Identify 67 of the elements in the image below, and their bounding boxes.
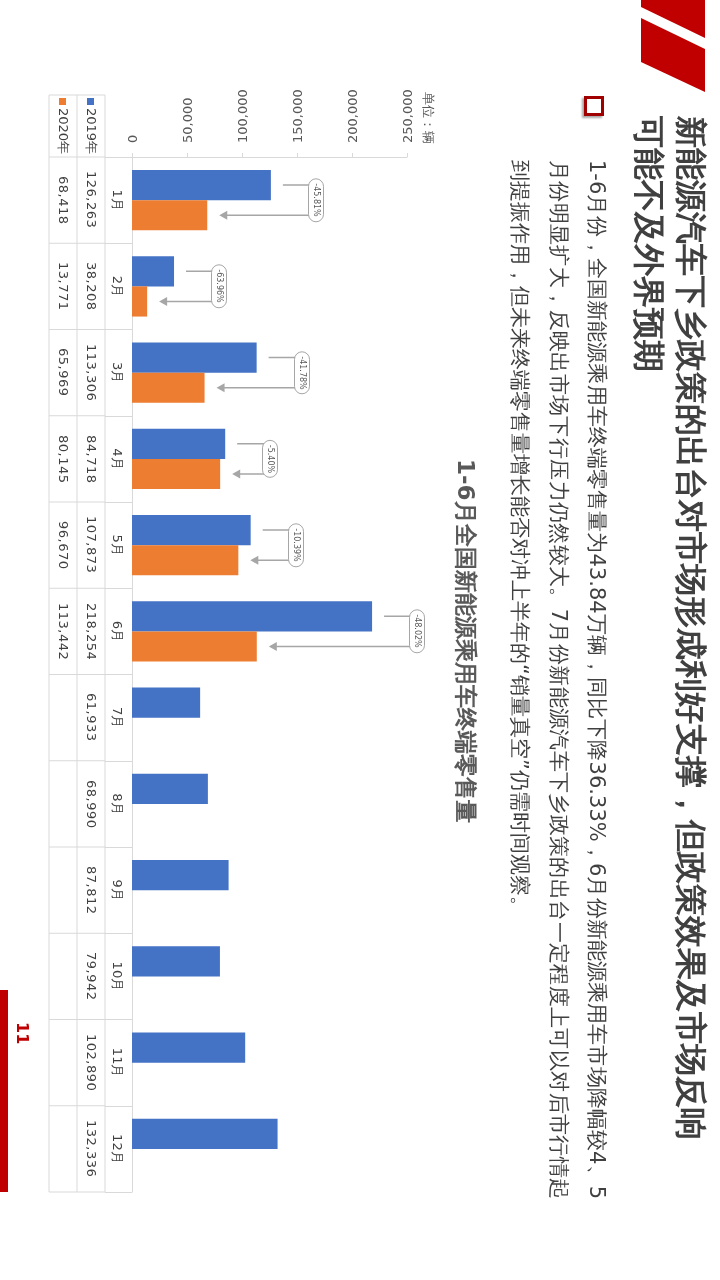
data-label: 132,336 (83, 1120, 99, 1178)
bar (132, 458, 221, 490)
data-label: 13,771 (55, 262, 71, 311)
annotation: -48.02% (409, 609, 426, 654)
x-tick-label: 150,000 (289, 89, 305, 143)
data-label: 80,145 (55, 434, 71, 484)
text: 11 (12, 1022, 33, 1047)
annotation: -5.40% (262, 439, 279, 479)
data-label: 126,263 (83, 171, 99, 229)
data-label: 68,418 (55, 175, 71, 225)
bar (132, 372, 205, 403)
y-tick-label: 6月 (110, 620, 125, 643)
bar (132, 342, 257, 373)
bar (132, 631, 257, 662)
x-tick-label: 100,000 (234, 89, 250, 143)
bar (132, 286, 148, 317)
x-tick-label: 50,000 (179, 97, 195, 143)
bar (132, 514, 251, 546)
annotation: -45.81% (307, 178, 324, 222)
data-label: 113,442 (55, 602, 71, 660)
annotation: -10.39% (287, 523, 304, 567)
data-label: 107,873 (83, 516, 99, 574)
y-tick-label: 7月 (110, 706, 125, 729)
y-tick-label: 9月 (110, 879, 125, 901)
text: 单位：辆 (420, 92, 437, 144)
data-label: 84,718 (83, 434, 99, 484)
data-label: 79,942 (83, 952, 99, 1001)
data-label: 65,969 (55, 348, 71, 397)
text: 新能源汽车下乡政策的出台对市场形成利好支撑，但政策效果及市场反响可能不及外界预期 (629, 116, 711, 1142)
bar (132, 687, 201, 718)
y-tick-label: 1月 (110, 189, 125, 211)
bar (132, 545, 239, 576)
bar (132, 1118, 278, 1149)
data-label: 96,670 (55, 520, 71, 570)
bar (132, 428, 226, 459)
text: 1-6月全国新能源乘用车终端零售量 (452, 458, 480, 825)
bar (132, 169, 271, 201)
data-label: 61,933 (83, 693, 99, 742)
bar (132, 200, 208, 231)
data-label: 102,890 (83, 1033, 99, 1092)
data-label: 68,990 (83, 779, 99, 829)
y-tick-label: 8月 (110, 793, 125, 815)
bar (132, 859, 229, 891)
y-tick-label: 11月 (110, 1047, 125, 1078)
bar (132, 256, 175, 287)
annotation: -41.78% (293, 350, 310, 395)
x-tick-label: 0 (124, 134, 140, 143)
bar (132, 1032, 246, 1063)
legend-label: 2020年 (55, 107, 71, 155)
y-tick-label: 10月 (110, 961, 125, 992)
bar (132, 601, 373, 632)
data-label: 113,306 (83, 343, 99, 402)
y-tick-label: 5月 (110, 534, 125, 556)
data-label: 87,812 (83, 865, 99, 915)
text: 1-6月份，全国新能源乘用车终端零售量为43.84万辆，同比下降36.33%，6月份新能源乘用车市场降幅较4、5月份明显扩大，反映出市场下行压力仍然较大。7月份新能源汽车下乡政策的出台一定程度上可以对后市行情起到提振作用，但未来终端零售量增长能否对冲上半年的“销量真空”仍需时间观察。 (507, 160, 610, 1199)
data-label: 38,208 (83, 262, 99, 311)
x-tick-label: 250,000 (399, 89, 415, 143)
legend-label: 2019年 (83, 107, 99, 155)
bar (132, 773, 208, 804)
y-tick-label: 12月 (110, 1134, 125, 1164)
y-tick-label: 4月 (110, 448, 125, 470)
bar (132, 946, 220, 977)
annotation: -63.96% (211, 264, 228, 309)
y-tick-label: 3月 (110, 361, 125, 384)
x-tick-label: 200,000 (344, 89, 360, 143)
data-label: 218,254 (83, 602, 99, 660)
y-tick-label: 2月 (110, 275, 125, 298)
